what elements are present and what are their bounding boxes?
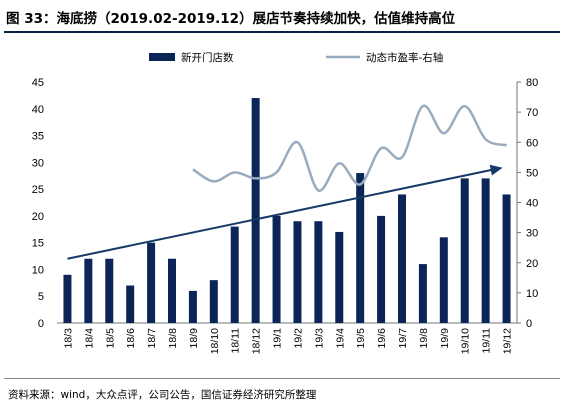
bar-19-5 <box>356 173 365 323</box>
left-axis-tick-label: 35 <box>32 131 44 143</box>
bar-19-4 <box>335 231 344 323</box>
x-tick-label: 18/12 <box>251 328 263 354</box>
x-tick-label: 18/7 <box>146 328 158 349</box>
left-axis-tick-label: 5 <box>38 291 44 303</box>
x-tick-label: 18/4 <box>83 328 95 349</box>
bar-19-7 <box>398 194 406 323</box>
right-axis-tick-label: 80 <box>526 77 538 89</box>
bar-19-3 <box>314 221 323 323</box>
right-axis-tick-label: 10 <box>526 288 538 300</box>
bar-18-9 <box>188 290 197 323</box>
bar-18-12 <box>251 98 260 323</box>
legend-bar-label: 新开门店数 <box>181 51 234 64</box>
bar-18-4 <box>84 258 93 323</box>
bar-18-3 <box>63 274 72 323</box>
x-tick-label: 18/10 <box>209 328 221 354</box>
bar-18-7 <box>147 242 156 323</box>
x-tick-label: 19/8 <box>418 328 430 349</box>
x-tick-label: 19/11 <box>481 328 493 354</box>
bar-19-9 <box>439 237 448 323</box>
right-axis-tick-label: 60 <box>526 137 538 149</box>
x-tick-label: 19/7 <box>397 328 409 349</box>
right-axis-tick-label: 70 <box>526 107 538 119</box>
bar-19-10 <box>460 178 469 323</box>
figure-title: 图 33：海底捞（2019.02-2019.12）展店节奏持续加快，估值维持高位 <box>6 11 456 27</box>
bar-19-12 <box>502 194 511 323</box>
x-tick-label: 19/3 <box>313 328 325 349</box>
left-axis-tick-label: 40 <box>32 104 44 116</box>
left-axis-tick-label: 0 <box>38 318 44 330</box>
bar-18-6 <box>126 285 135 323</box>
left-axis-tick-label: 25 <box>32 184 44 196</box>
source-note: 资料来源：wind，大众点评，公司公告，国信证券经济研究所整理 <box>8 389 317 401</box>
bar-19-1 <box>272 215 281 323</box>
left-axis-tick-label: 15 <box>32 238 44 250</box>
x-tick-label: 18/3 <box>62 328 74 349</box>
bar-19-6 <box>377 215 386 323</box>
trend-arrow-line <box>67 167 497 260</box>
bar-19-11 <box>481 178 490 323</box>
x-tick-label: 18/11 <box>230 328 242 354</box>
x-tick-label: 19/10 <box>460 328 472 354</box>
left-axis-tick-label: 30 <box>32 157 44 169</box>
title-divider <box>4 31 560 33</box>
left-axis-tick-label: 45 <box>32 77 44 89</box>
right-axis-tick-label: 40 <box>526 198 538 210</box>
right-axis-tick-label: 30 <box>526 228 538 240</box>
x-tick-label: 18/8 <box>167 328 179 349</box>
left-axis-tick-label: 10 <box>32 264 44 276</box>
x-tick-label: 19/12 <box>502 328 514 354</box>
combo-chart: 新开门店数 动态市盈率-右轴 0 5 10 15 20 25 30 35 40 45 0 10 20 30 40… <box>32 51 539 354</box>
legend-line-label: 动态市盈率-右轴 <box>366 51 443 64</box>
right-axis-tick-label: 20 <box>526 258 538 270</box>
footer-divider <box>4 378 560 379</box>
bar-19-8 <box>418 264 427 323</box>
bar-18-5 <box>105 258 114 323</box>
x-tick-label: 19/1 <box>272 328 284 349</box>
bar-18-11 <box>230 226 239 323</box>
x-tick-label: 19/9 <box>439 328 451 349</box>
x-tick-label: 18/9 <box>188 328 200 349</box>
trend-arrow-head <box>489 164 503 176</box>
bar-19-2 <box>293 221 302 323</box>
x-tick-label: 19/5 <box>355 328 367 349</box>
left-axis-tick-label: 20 <box>32 211 44 223</box>
x-tick-label: 19/2 <box>292 328 304 349</box>
x-tick-label: 19/6 <box>376 328 388 349</box>
pe-line-series <box>192 104 507 192</box>
legend-bar-swatch <box>149 53 175 61</box>
bar-18-8 <box>168 258 176 323</box>
x-tick-label: 18/6 <box>125 328 137 349</box>
bar-18-10 <box>209 280 218 323</box>
x-tick-label: 18/5 <box>104 328 116 349</box>
title-bar: 图 33：海底捞（2019.02-2019.12）展店节奏持续加快，估值维持高位 <box>4 2 560 33</box>
right-axis-tick-label: 0 <box>526 318 532 330</box>
x-tick-label: 19/4 <box>334 328 346 349</box>
right-axis-tick-label: 50 <box>526 167 538 179</box>
